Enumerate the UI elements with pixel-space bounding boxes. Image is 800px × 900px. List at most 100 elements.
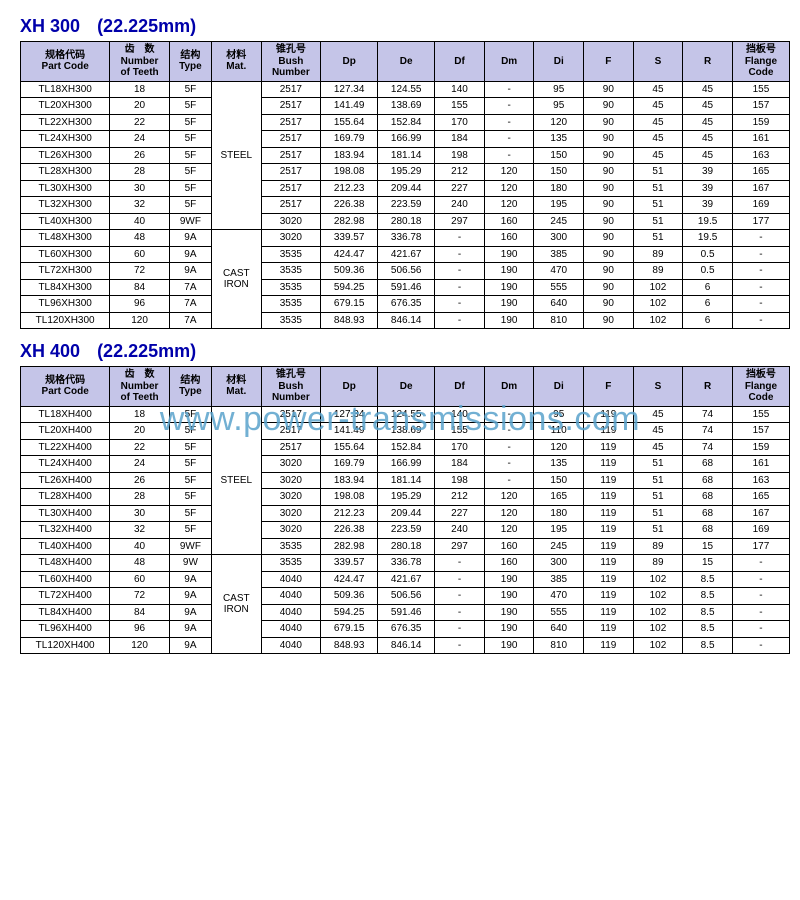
cell: 180 bbox=[534, 180, 584, 197]
cell: 120 bbox=[110, 637, 170, 654]
cell: 39 bbox=[683, 180, 733, 197]
table-row: TL60XH400609A4040424.47421.67-1903851191… bbox=[21, 571, 790, 588]
cell: 120 bbox=[484, 180, 534, 197]
cell: 385 bbox=[534, 571, 584, 588]
cell: 212.23 bbox=[321, 505, 378, 522]
cell: 9A bbox=[169, 571, 211, 588]
cell: 119 bbox=[584, 456, 634, 473]
cell: 51 bbox=[633, 230, 683, 247]
cell: 195 bbox=[534, 197, 584, 214]
cell: 190 bbox=[484, 621, 534, 638]
cell: 280.18 bbox=[378, 538, 435, 555]
cell: 90 bbox=[584, 164, 634, 181]
header-df: Df bbox=[435, 42, 485, 82]
cell: 183.94 bbox=[321, 472, 378, 489]
cell: 0.5 bbox=[683, 263, 733, 280]
cell: - bbox=[435, 621, 485, 638]
cell: 74 bbox=[683, 423, 733, 440]
cell: 119 bbox=[584, 538, 634, 555]
cell: 9WF bbox=[169, 213, 211, 230]
title-xh300: XH 300 (22.225mm) bbox=[20, 16, 800, 37]
cell: 9A bbox=[169, 604, 211, 621]
cell: 5F bbox=[169, 489, 211, 506]
cell: 4040 bbox=[261, 621, 321, 638]
cell: 102 bbox=[633, 637, 683, 654]
cell: 155 bbox=[732, 81, 789, 98]
cell: 3535 bbox=[261, 312, 321, 329]
cell: 190 bbox=[484, 246, 534, 263]
cell: 5F bbox=[169, 522, 211, 539]
cell: - bbox=[435, 588, 485, 605]
cell: - bbox=[435, 555, 485, 572]
header-de: De bbox=[378, 367, 435, 407]
cell: 555 bbox=[534, 604, 584, 621]
cell: 119 bbox=[584, 588, 634, 605]
cell: 339.57 bbox=[321, 555, 378, 572]
cell: 102 bbox=[633, 621, 683, 638]
cell: TL96XH300 bbox=[21, 296, 110, 313]
cell: 90 bbox=[584, 296, 634, 313]
cell: 245 bbox=[534, 538, 584, 555]
cell: 24 bbox=[110, 456, 170, 473]
cell: 190 bbox=[484, 279, 534, 296]
cell: 165 bbox=[732, 164, 789, 181]
cell: TL48XH300 bbox=[21, 230, 110, 247]
cell: 167 bbox=[732, 180, 789, 197]
cell: - bbox=[484, 439, 534, 456]
cell: - bbox=[435, 312, 485, 329]
cell: TL30XH300 bbox=[21, 180, 110, 197]
cell: - bbox=[732, 621, 789, 638]
cell: - bbox=[484, 456, 534, 473]
cell: 155.64 bbox=[321, 439, 378, 456]
cell: 385 bbox=[534, 246, 584, 263]
cell: 119 bbox=[584, 423, 634, 440]
cell: 5F bbox=[169, 164, 211, 181]
table-row: TL26XH400265F3020183.94181.14198-1501195… bbox=[21, 472, 790, 489]
cell: 45 bbox=[633, 81, 683, 98]
table-row: TL30XH400305F3020212.23209.4422712018011… bbox=[21, 505, 790, 522]
cell: - bbox=[435, 604, 485, 621]
cell: - bbox=[732, 263, 789, 280]
cell: 51 bbox=[633, 456, 683, 473]
cell: TL26XH400 bbox=[21, 472, 110, 489]
cell: 3535 bbox=[261, 263, 321, 280]
cell: 198 bbox=[435, 147, 485, 164]
cell: 300 bbox=[534, 555, 584, 572]
cell: TL96XH400 bbox=[21, 621, 110, 638]
table-row: TL84XH300847A3535594.25591.46-1905559010… bbox=[21, 279, 790, 296]
cell: 280.18 bbox=[378, 213, 435, 230]
material-cell: STEEL bbox=[211, 406, 261, 555]
cell: TL22XH400 bbox=[21, 439, 110, 456]
cell: 26 bbox=[110, 472, 170, 489]
cell: 160 bbox=[484, 538, 534, 555]
cell: 157 bbox=[732, 423, 789, 440]
cell: 209.44 bbox=[378, 180, 435, 197]
cell: 169 bbox=[732, 197, 789, 214]
cell: TL40XH300 bbox=[21, 213, 110, 230]
table-row: TL28XH300285F2517198.08195.2921212015090… bbox=[21, 164, 790, 181]
cell: TL32XH300 bbox=[21, 197, 110, 214]
table-row: TL32XH400325F3020226.38223.5924012019511… bbox=[21, 522, 790, 539]
table-row: TL72XH300729A3535509.36506.56-1904709089… bbox=[21, 263, 790, 280]
cell: 506.56 bbox=[378, 263, 435, 280]
cell: - bbox=[484, 423, 534, 440]
header-mat: 材料Mat. bbox=[211, 42, 261, 82]
cell: - bbox=[732, 588, 789, 605]
cell: 848.93 bbox=[321, 312, 378, 329]
cell: 157 bbox=[732, 98, 789, 115]
cell: 45 bbox=[683, 114, 733, 131]
cell: 22 bbox=[110, 114, 170, 131]
table-row: TL24XH400245F3020169.79166.99184-1351195… bbox=[21, 456, 790, 473]
cell: 119 bbox=[584, 621, 634, 638]
title-sub: (22.225mm) bbox=[97, 16, 196, 36]
cell: 170 bbox=[435, 439, 485, 456]
cell: 51 bbox=[633, 213, 683, 230]
cell: 209.44 bbox=[378, 505, 435, 522]
cell: 15 bbox=[683, 538, 733, 555]
header-flange: 挡板号FlangeCode bbox=[732, 42, 789, 82]
cell: 679.15 bbox=[321, 621, 378, 638]
cell: 245 bbox=[534, 213, 584, 230]
cell: 45 bbox=[633, 439, 683, 456]
table-row: TL96XH300967A3535679.15676.35-1906409010… bbox=[21, 296, 790, 313]
cell: 184 bbox=[435, 131, 485, 148]
